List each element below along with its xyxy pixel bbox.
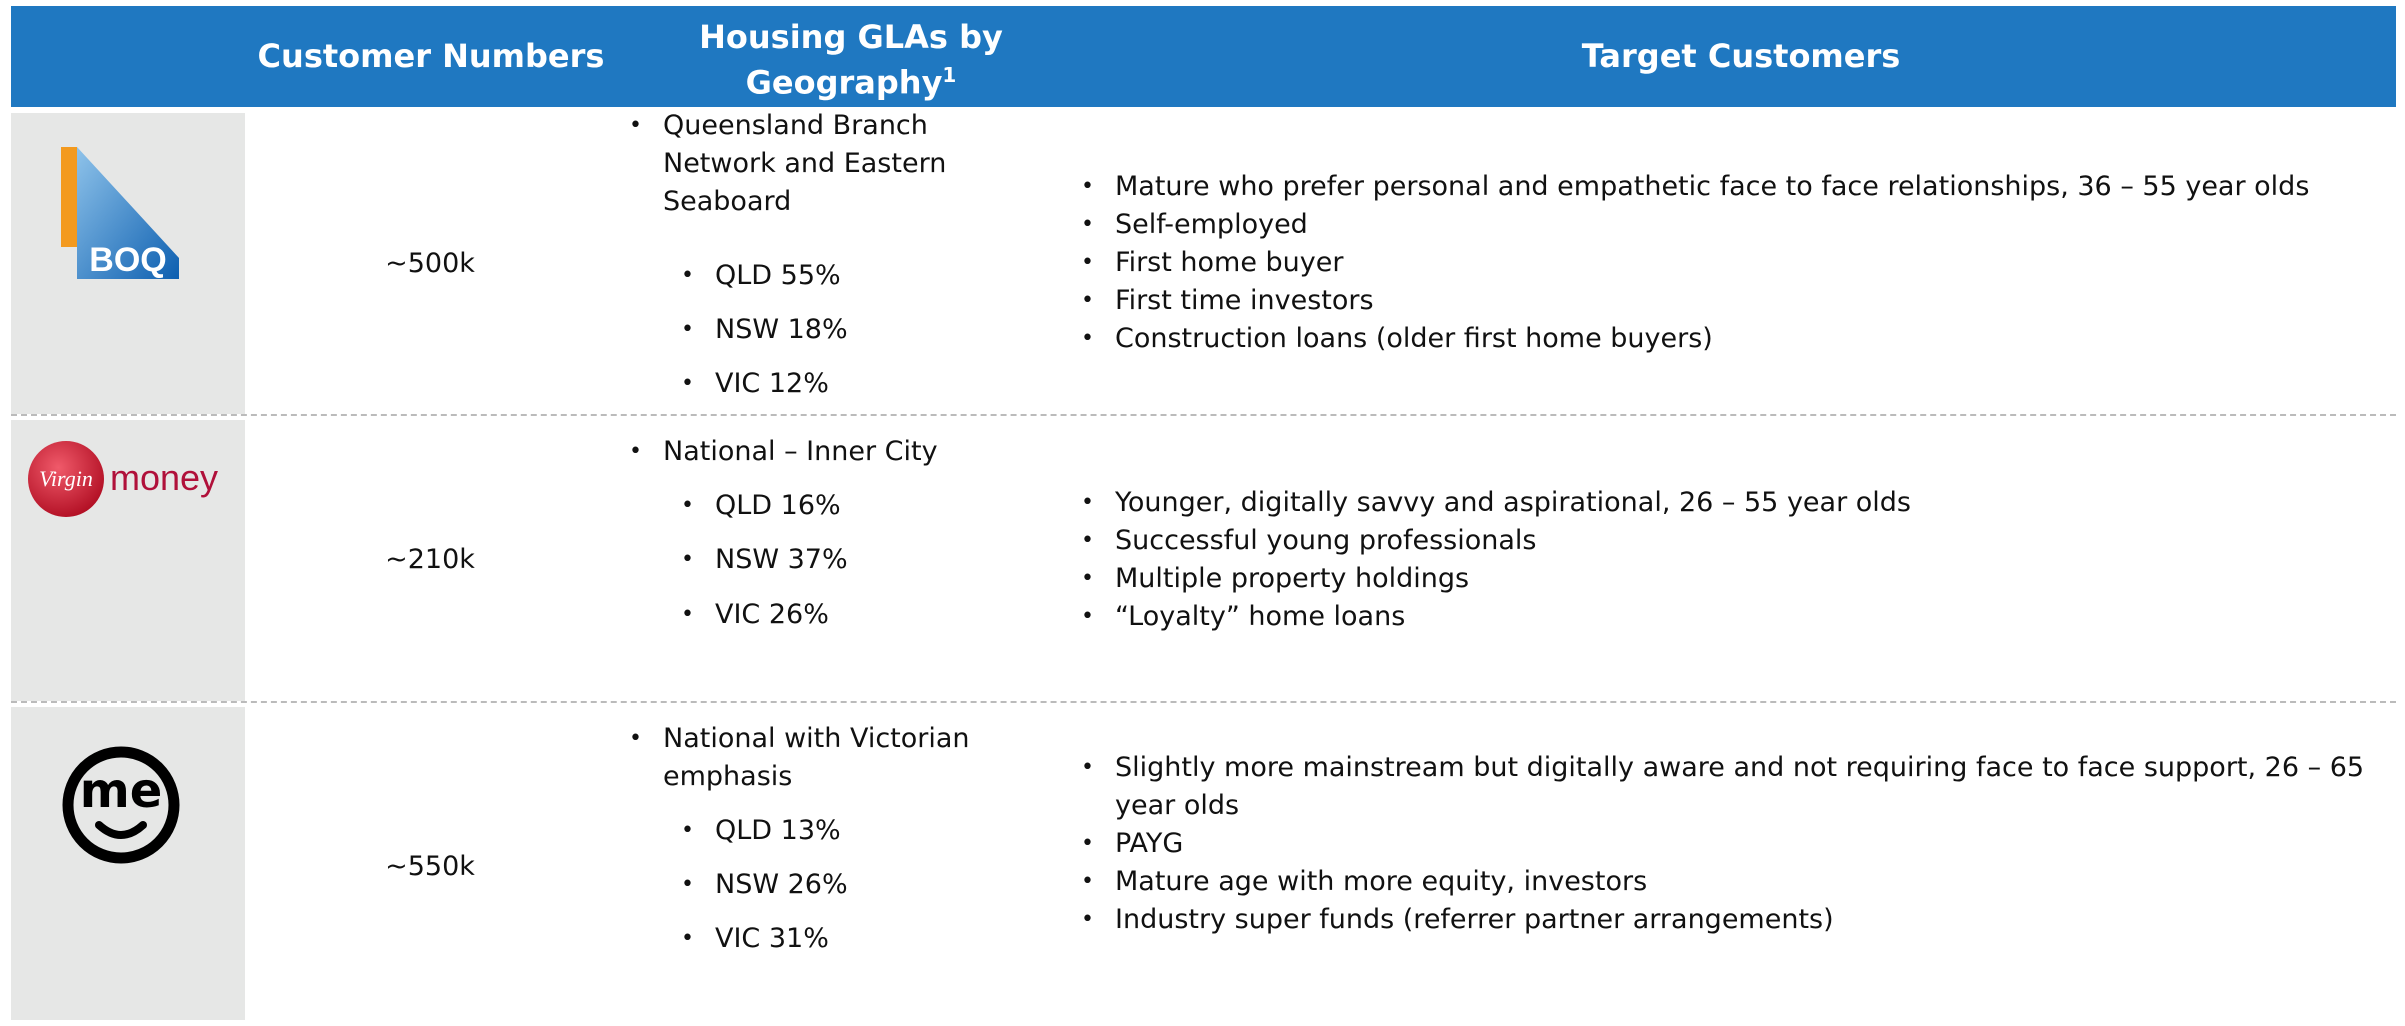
target-item: Industry super funds (referrer partner a… — [1081, 901, 2385, 939]
header-geography: Housing GLAs by Geography1 — [661, 18, 1041, 102]
header-targets: Target Customers — [1581, 37, 1901, 75]
target-item: First home buyer — [1081, 244, 2385, 282]
target-item: Mature who prefer personal and empatheti… — [1081, 168, 2385, 206]
logo-cell — [11, 707, 245, 1020]
geography-state: QLD 16% — [681, 487, 841, 525]
logo-virgin: Virgin money — [28, 441, 218, 517]
target-item: Mature age with more equity, investors — [1081, 863, 2385, 901]
logo-boq: BOQ — [61, 147, 179, 279]
target-list: Slightly more mainstream but digitally a… — [1081, 749, 2385, 939]
target-list: Younger, digitally savvy and aspirationa… — [1081, 484, 2385, 636]
geography-state: QLD 55% — [681, 257, 841, 295]
logo-circle — [28, 441, 104, 517]
target-item: First time investors — [1081, 282, 2385, 320]
logo-text: money — [110, 457, 218, 498]
footnote-mark: 1 — [942, 63, 957, 87]
customer-number: ~550k — [385, 851, 475, 882]
header-bar: Customer Numbers Housing GLAs by Geograp… — [11, 6, 2396, 107]
row-separator — [11, 414, 2396, 416]
geography-state: VIC 12% — [681, 365, 829, 403]
geography-state: VIC 31% — [681, 920, 829, 958]
target-item: “Loyalty” home loans — [1081, 598, 2385, 636]
header-customers: Customer Numbers — [257, 37, 605, 75]
geography-state: VIC 26% — [681, 596, 829, 634]
target-item: Successful young professionals — [1081, 522, 2385, 560]
target-item: Self-employed — [1081, 206, 2385, 244]
geography-region: National – Inner City — [629, 433, 1003, 471]
target-item: Younger, digitally savvy and aspirationa… — [1081, 484, 2385, 522]
logo-bar — [61, 147, 77, 247]
logo-shape — [77, 147, 179, 279]
geography-region: National with Victorian emphasis — [629, 720, 1003, 796]
logo-smile — [95, 821, 147, 839]
target-item: Slightly more mainstream but digitally a… — [1081, 749, 2385, 825]
geography-state: QLD 13% — [681, 812, 841, 850]
logo-script: Virgin — [39, 466, 93, 491]
row-separator — [11, 701, 2396, 703]
customer-number: ~210k — [385, 544, 475, 575]
geography-region: Queensland Branch Network and Eastern Se… — [629, 107, 1003, 221]
customer-number: ~500k — [385, 248, 475, 279]
target-item: PAYG — [1081, 825, 2385, 863]
logo-text: BOQ — [89, 241, 166, 279]
logo-text: me — [80, 763, 163, 819]
header-geography-text: Housing GLAs by Geography — [699, 18, 1003, 102]
logo-ring — [62, 746, 180, 864]
target-item: Multiple property holdings — [1081, 560, 2385, 598]
target-item: Construction loans (older first home buy… — [1081, 320, 2385, 358]
geography-state: NSW 18% — [681, 311, 848, 349]
geography-state: NSW 26% — [681, 866, 848, 904]
geography-state: NSW 37% — [681, 541, 848, 579]
target-list: Mature who prefer personal and empatheti… — [1081, 168, 2385, 358]
logo-me: me — [62, 746, 180, 864]
